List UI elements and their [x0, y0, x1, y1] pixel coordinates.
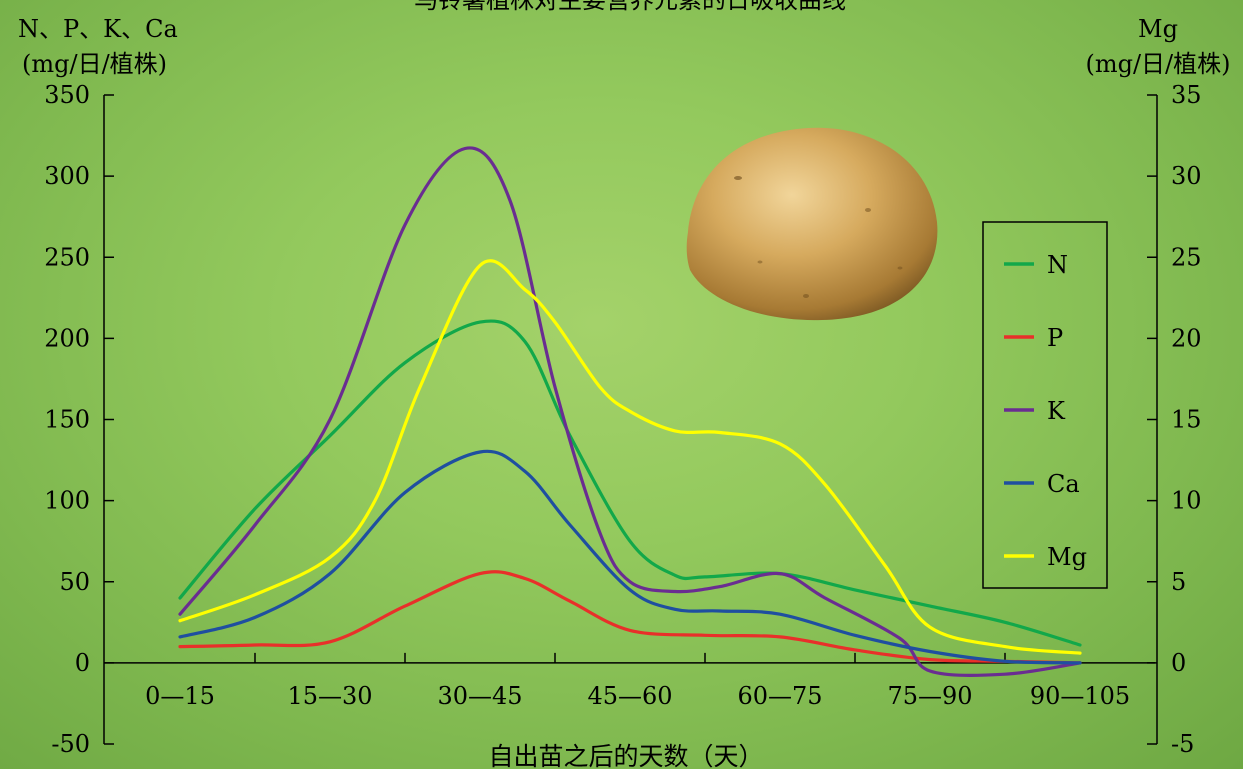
right-tick-label: 15 — [1171, 406, 1202, 434]
left-tick-label: -50 — [51, 730, 90, 758]
series-line-n — [178, 319, 1082, 647]
legend-label-p: P — [1047, 324, 1063, 352]
left-tick-label: 200 — [44, 324, 90, 352]
right-tick-label: 25 — [1171, 243, 1202, 271]
legend-box — [982, 221, 1108, 589]
legend-label-mg: Mg — [1047, 543, 1087, 571]
x-tick-label: 60—75 — [737, 682, 822, 710]
x-tick-label: 30—45 — [437, 682, 522, 710]
left-tick-label: 300 — [44, 162, 90, 190]
left-tick-label: 0 — [75, 649, 90, 677]
right-tick-label: 10 — [1171, 487, 1202, 515]
series-line-k — [178, 146, 1082, 677]
x-tick-label: 15—30 — [287, 682, 372, 710]
left-tick-label: 250 — [44, 243, 90, 271]
legend-label-k: K — [1047, 397, 1066, 425]
left-tick-label: 350 — [44, 81, 90, 109]
right-tick-label: -5 — [1171, 730, 1194, 758]
right-tick-label: 35 — [1171, 81, 1202, 109]
series-line-p — [178, 570, 1082, 665]
series-group — [178, 146, 1082, 677]
left-axis-label-line2: (mg/日/植株) — [22, 50, 167, 78]
x-tick-label: 75—90 — [887, 682, 972, 710]
right-tick-label: 5 — [1171, 568, 1186, 596]
legend-label-ca: Ca — [1047, 470, 1080, 498]
x-axis-label: 自出苗之后的天数（天） — [488, 742, 763, 769]
legend-label-n: N — [1047, 251, 1068, 279]
left-tick-label: 100 — [44, 487, 90, 515]
potato-illustration — [686, 127, 938, 321]
x-tick-label: 45—60 — [587, 682, 672, 710]
right-tick-label: 30 — [1171, 162, 1202, 190]
x-tick-label: 0—15 — [145, 682, 215, 710]
right-axis-label-line1: Mg — [1138, 15, 1178, 43]
series-line-ca — [178, 449, 1082, 665]
left-tick-label: 50 — [59, 568, 90, 596]
right-tick-label: 20 — [1171, 324, 1202, 352]
axes: 350300250200150100500-5035302520151050-5… — [44, 81, 1201, 758]
series-line-mg — [178, 259, 1082, 655]
chart-title: 马铃薯植株对主要营养元素的日吸收曲线 — [414, 0, 846, 14]
left-tick-label: 150 — [44, 406, 90, 434]
left-axis-label-line1: N、P、K、Ca — [18, 15, 178, 43]
x-tick-label: 90—105 — [1030, 682, 1130, 710]
right-tick-label: 0 — [1171, 649, 1186, 677]
right-axis-label-line2: (mg/日/植株) — [1085, 50, 1230, 78]
legend: N P K Ca Mg — [982, 221, 1108, 589]
